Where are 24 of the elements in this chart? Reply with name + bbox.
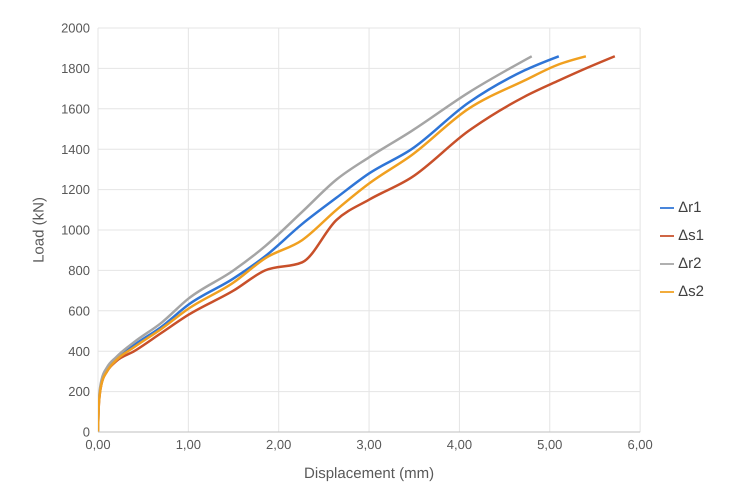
- x-tick-label: 4,00: [446, 437, 472, 452]
- y-tick-label: 800: [68, 263, 90, 278]
- y-tick-label: 0: [82, 424, 90, 440]
- y-tick-label: 600: [68, 303, 90, 318]
- x-tick-label: 6,00: [627, 437, 653, 452]
- legend-label: Δr1: [678, 199, 702, 216]
- legend-label: Δs2: [678, 283, 704, 300]
- x-tick-label: 2,00: [266, 437, 292, 452]
- y-tick-label: 1400: [61, 142, 90, 157]
- y-tick-label: 1600: [61, 101, 90, 116]
- x-tick-label: 3,00: [356, 437, 382, 452]
- y-tick-label: 200: [68, 384, 90, 400]
- legend-label: Δs1: [678, 227, 704, 244]
- y-tick-label: 1800: [61, 61, 90, 76]
- y-tick-label: 400: [68, 344, 90, 359]
- legend-label: Δr2: [678, 255, 702, 272]
- x-tick-label: 5,00: [537, 437, 562, 452]
- y-axis-title: Load (kN): [30, 197, 48, 263]
- y-tick-label: 1200: [61, 182, 90, 198]
- y-tick-label: 1000: [61, 222, 90, 238]
- x-axis-title: Displacement (mm): [304, 465, 434, 482]
- x-tick-label: 1,00: [176, 437, 202, 452]
- x-tick-label: 0,00: [85, 437, 111, 452]
- y-tick-label: 2000: [61, 20, 90, 36]
